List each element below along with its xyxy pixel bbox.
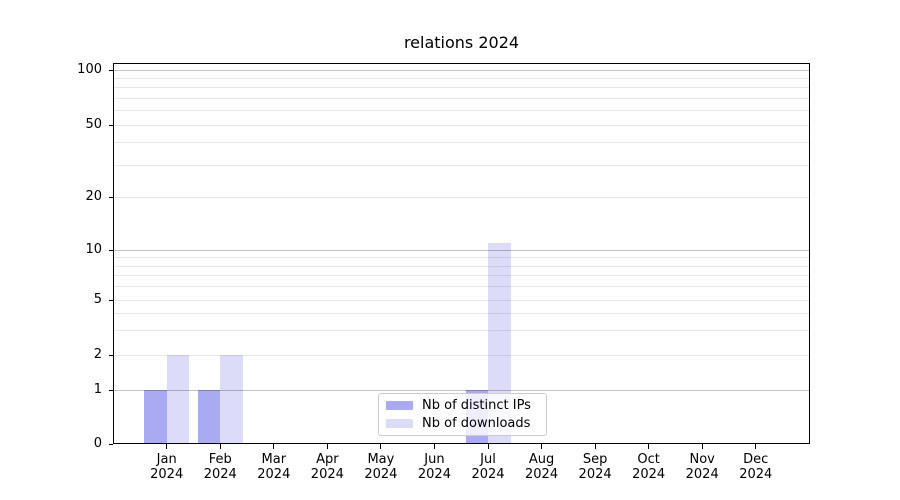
gridline-minor xyxy=(113,299,810,301)
x-axis-month-label: Apr 2024 xyxy=(295,452,359,482)
year-text: 2024 xyxy=(257,467,291,482)
x-tick-mark xyxy=(755,444,757,449)
gridline-minor xyxy=(113,87,810,89)
x-tick-mark xyxy=(326,444,328,449)
x-axis-month-label: Jun 2024 xyxy=(402,452,466,482)
legend-label-downloads: Nb of downloads xyxy=(422,415,531,431)
gridline-minor xyxy=(113,164,810,166)
month-text: Jun xyxy=(424,452,445,467)
month-text: Sep xyxy=(582,452,608,467)
legend-swatch-downloads xyxy=(386,418,413,428)
x-tick-mark xyxy=(219,444,221,449)
gridline-major xyxy=(113,389,810,391)
gridline-minor xyxy=(113,77,810,79)
gridline-minor xyxy=(113,196,810,198)
legend: Nb of distinct IPs Nb of downloads xyxy=(378,393,547,436)
gridline-minor xyxy=(113,312,810,314)
y-tick-mark xyxy=(108,124,113,126)
month-text: Oct xyxy=(637,452,660,467)
legend-label-distinct-ips: Nb of distinct IPs xyxy=(422,398,531,414)
year-text: 2024 xyxy=(364,467,398,482)
year-text: 2024 xyxy=(578,467,612,482)
x-axis-month-label: Oct 2024 xyxy=(617,452,681,482)
chart-title: relations 2024 xyxy=(403,33,520,52)
gridline-minor xyxy=(113,97,810,99)
x-axis-month-label: May 2024 xyxy=(349,452,413,482)
x-axis-month-label: Mar 2024 xyxy=(242,452,306,482)
gridline-minor xyxy=(113,110,810,112)
gridline-major xyxy=(113,69,810,71)
y-axis-tick-label: 100 xyxy=(77,62,102,77)
month-text: Nov xyxy=(689,452,715,467)
y-axis-tick-label: 1 xyxy=(93,382,102,397)
year-text: 2024 xyxy=(417,467,451,482)
y-tick-mark xyxy=(108,354,113,356)
y-tick-mark xyxy=(108,249,113,251)
y-axis-tick-label: 10 xyxy=(85,242,102,257)
x-axis-month-label: Nov 2024 xyxy=(670,452,734,482)
y-axis-tick-label: 50 xyxy=(85,117,102,132)
y-axis-tick-label: 5 xyxy=(93,292,102,307)
legend-item-distinct-ips: Nb of distinct IPs xyxy=(386,398,539,413)
x-tick-mark xyxy=(166,444,168,449)
year-text: 2024 xyxy=(632,467,666,482)
month-text: Jul xyxy=(480,452,496,467)
x-tick-mark xyxy=(433,444,435,449)
x-tick-mark xyxy=(541,444,543,449)
gridline-minor xyxy=(113,286,810,288)
year-text: 2024 xyxy=(525,467,559,482)
legend-item-downloads: Nb of downloads xyxy=(386,416,539,431)
x-tick-mark xyxy=(648,444,650,449)
x-tick-mark xyxy=(380,444,382,449)
bar-downloads xyxy=(220,355,243,444)
y-axis-tick-label: 2 xyxy=(93,347,102,362)
bar-downloads xyxy=(166,355,190,444)
gridline-minor xyxy=(113,142,810,144)
x-axis-month-label: Jan 2024 xyxy=(135,452,199,482)
x-axis-month-label: Aug 2024 xyxy=(510,452,574,482)
month-text: Aug xyxy=(528,452,555,467)
y-tick-mark xyxy=(108,389,113,391)
year-text: 2024 xyxy=(150,467,184,482)
x-axis-month-label: Jul 2024 xyxy=(456,452,520,482)
y-axis-tick-label: 0 xyxy=(93,436,102,451)
x-tick-mark xyxy=(273,444,275,449)
x-tick-mark xyxy=(701,444,703,449)
gridline-major xyxy=(113,249,810,251)
year-text: 2024 xyxy=(310,467,344,482)
y-tick-mark xyxy=(108,69,113,71)
x-tick-mark xyxy=(594,444,596,449)
year-text: 2024 xyxy=(739,467,773,482)
bar-distinct-ips xyxy=(144,390,167,444)
gridline-minor xyxy=(113,275,810,277)
x-axis-month-label: Dec 2024 xyxy=(724,452,788,482)
month-text: Apr xyxy=(316,452,339,467)
year-text: 2024 xyxy=(203,467,237,482)
x-tick-mark xyxy=(487,444,489,449)
gridline-minor xyxy=(113,330,810,332)
bar-distinct-ips xyxy=(197,390,221,444)
gridline-minor xyxy=(113,257,810,259)
year-text: 2024 xyxy=(471,467,505,482)
month-text: Mar xyxy=(261,452,287,467)
x-axis-month-label: Sep 2024 xyxy=(563,452,627,482)
legend-swatch-distinct-ips xyxy=(386,401,413,411)
gridline-minor xyxy=(113,265,810,267)
month-text: Jan xyxy=(156,452,177,467)
plot-area xyxy=(113,63,810,444)
gridline-minor xyxy=(113,354,810,356)
month-text: Dec xyxy=(743,452,769,467)
month-text: Feb xyxy=(208,452,232,467)
month-text: May xyxy=(367,452,395,467)
y-axis-tick-label: 20 xyxy=(85,189,102,204)
y-tick-mark xyxy=(108,443,113,445)
y-tick-mark xyxy=(108,299,113,301)
year-text: 2024 xyxy=(685,467,719,482)
y-tick-mark xyxy=(108,196,113,198)
gridline-minor xyxy=(113,124,810,126)
x-axis-month-label: Feb 2024 xyxy=(188,452,252,482)
